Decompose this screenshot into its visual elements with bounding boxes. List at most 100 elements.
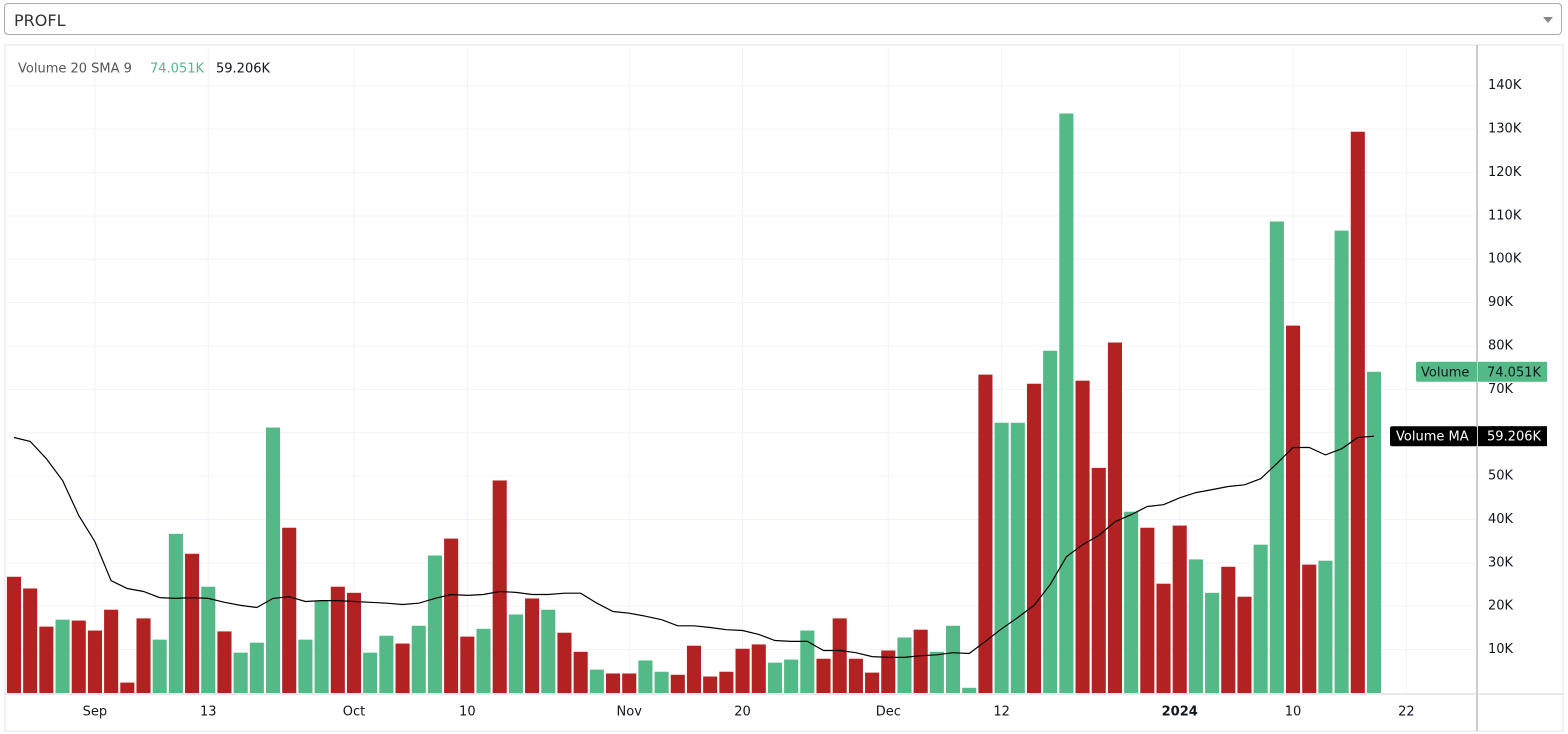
volume-bar [346,592,362,693]
volume-bar [427,555,442,693]
volume-bar [55,619,70,693]
y-tick-label: 110K [1488,208,1522,223]
y-tick-label: 10K [1488,642,1514,657]
volume-bar [379,635,394,693]
volume-bar [816,658,831,693]
volume-bar [508,614,523,693]
y-tick-label: 130K [1488,122,1522,137]
axis-badge-name-text: Volume [1421,365,1469,380]
volume-bar [784,659,799,693]
volume-bar [719,671,734,693]
volume-bar [6,576,22,693]
volume-bar [298,639,313,693]
x-tick-label: 2024 [1162,705,1198,720]
volume-bar [1221,566,1236,693]
volume-bar [233,652,248,693]
volume-bar [994,422,1009,693]
volume-bar [87,630,102,693]
volume-bar [1107,342,1122,693]
legend-ma-value: 59.206K [216,62,270,77]
volume-bar [411,625,426,693]
y-tick-label: 90K [1488,295,1514,310]
volume-bar [1124,511,1139,693]
volume-bar [767,662,782,693]
volume-bar [120,682,135,693]
y-tick-label: 40K [1488,512,1514,527]
volume-bar [444,538,459,693]
volume-bar [1318,560,1333,693]
volume-bar [201,586,216,693]
volume-bar [573,651,588,693]
volume-bar [282,527,297,693]
axis-badge-value-text: 74.051K [1487,365,1541,380]
volume-bar [104,609,119,693]
x-tick-label: Oct [343,705,365,720]
volume-bar [1334,230,1349,693]
lines [13,435,1375,658]
volume-bar [848,658,863,693]
volume-bar [605,673,621,693]
x-tick-label: Sep [83,705,108,720]
volume-bar [703,676,718,693]
ma-line [13,435,1375,658]
volume-bar [913,629,928,693]
y-tick-label: 140K [1488,78,1522,93]
volume-bar [1140,527,1155,693]
volume-bar [23,588,38,693]
volume-bar [541,609,556,693]
y-tick-label: 120K [1488,165,1522,180]
volume-bar [185,553,200,693]
y-tick-label: 30K [1488,555,1514,570]
volume-bar [1253,544,1268,693]
volume-bar [1010,422,1025,693]
volume-bar [638,660,653,693]
x-tick-label: Dec [876,705,901,720]
volume-bar [946,625,961,693]
volume-bar [865,672,880,693]
volume-bar [654,671,669,693]
axis-badge-value [1478,361,1547,382]
volume-bar [1172,525,1187,693]
volume-bar [1026,383,1042,693]
x-tick-label: 10 [1285,705,1302,720]
volume-bar [395,643,410,693]
y-tick-label: 80K [1488,338,1514,353]
volume-bar [1366,371,1382,693]
volume-bar [751,644,766,693]
dropdown-arrow [1543,17,1553,23]
y-tick-label: 100K [1488,252,1522,267]
y-tick-label: 20K [1488,599,1514,614]
volume-bar [800,630,815,693]
y-tick-label: 70K [1488,382,1514,397]
volume-bar [1156,583,1171,693]
volume-bar [71,620,86,693]
volume-bar [330,586,345,693]
volume-bar [1302,564,1317,693]
axis-badge-name [1390,426,1477,447]
axis-badge-name-text: Volume MA [1396,430,1469,445]
volume-bar [1043,350,1058,693]
volume-bar [735,648,750,693]
volume-bar [1286,325,1301,693]
volume-bar [832,618,847,693]
x-tick-label: 13 [200,705,217,720]
volume-bar [136,618,151,693]
symbol-text: PROFL [14,11,66,30]
volume-bar [1269,221,1284,693]
volume-bar [492,480,507,693]
badges: Volume 74.051K Volume MA 59.206K [1390,361,1547,447]
volume-bar [589,669,604,693]
volume-bar [1237,596,1252,693]
volume-bar [168,533,183,693]
x-tick-label: Nov [617,705,643,720]
volume-bar [622,673,637,693]
volume-bar [1091,467,1106,693]
volume-bar [249,642,264,693]
volume-bar [217,631,232,693]
symbol-select[interactable]: PROFL [4,3,1562,35]
x-tick-label: 22 [1398,705,1415,720]
volume-bar [962,687,977,693]
axis-badge-name [1416,361,1477,382]
volume-bar [39,626,54,693]
